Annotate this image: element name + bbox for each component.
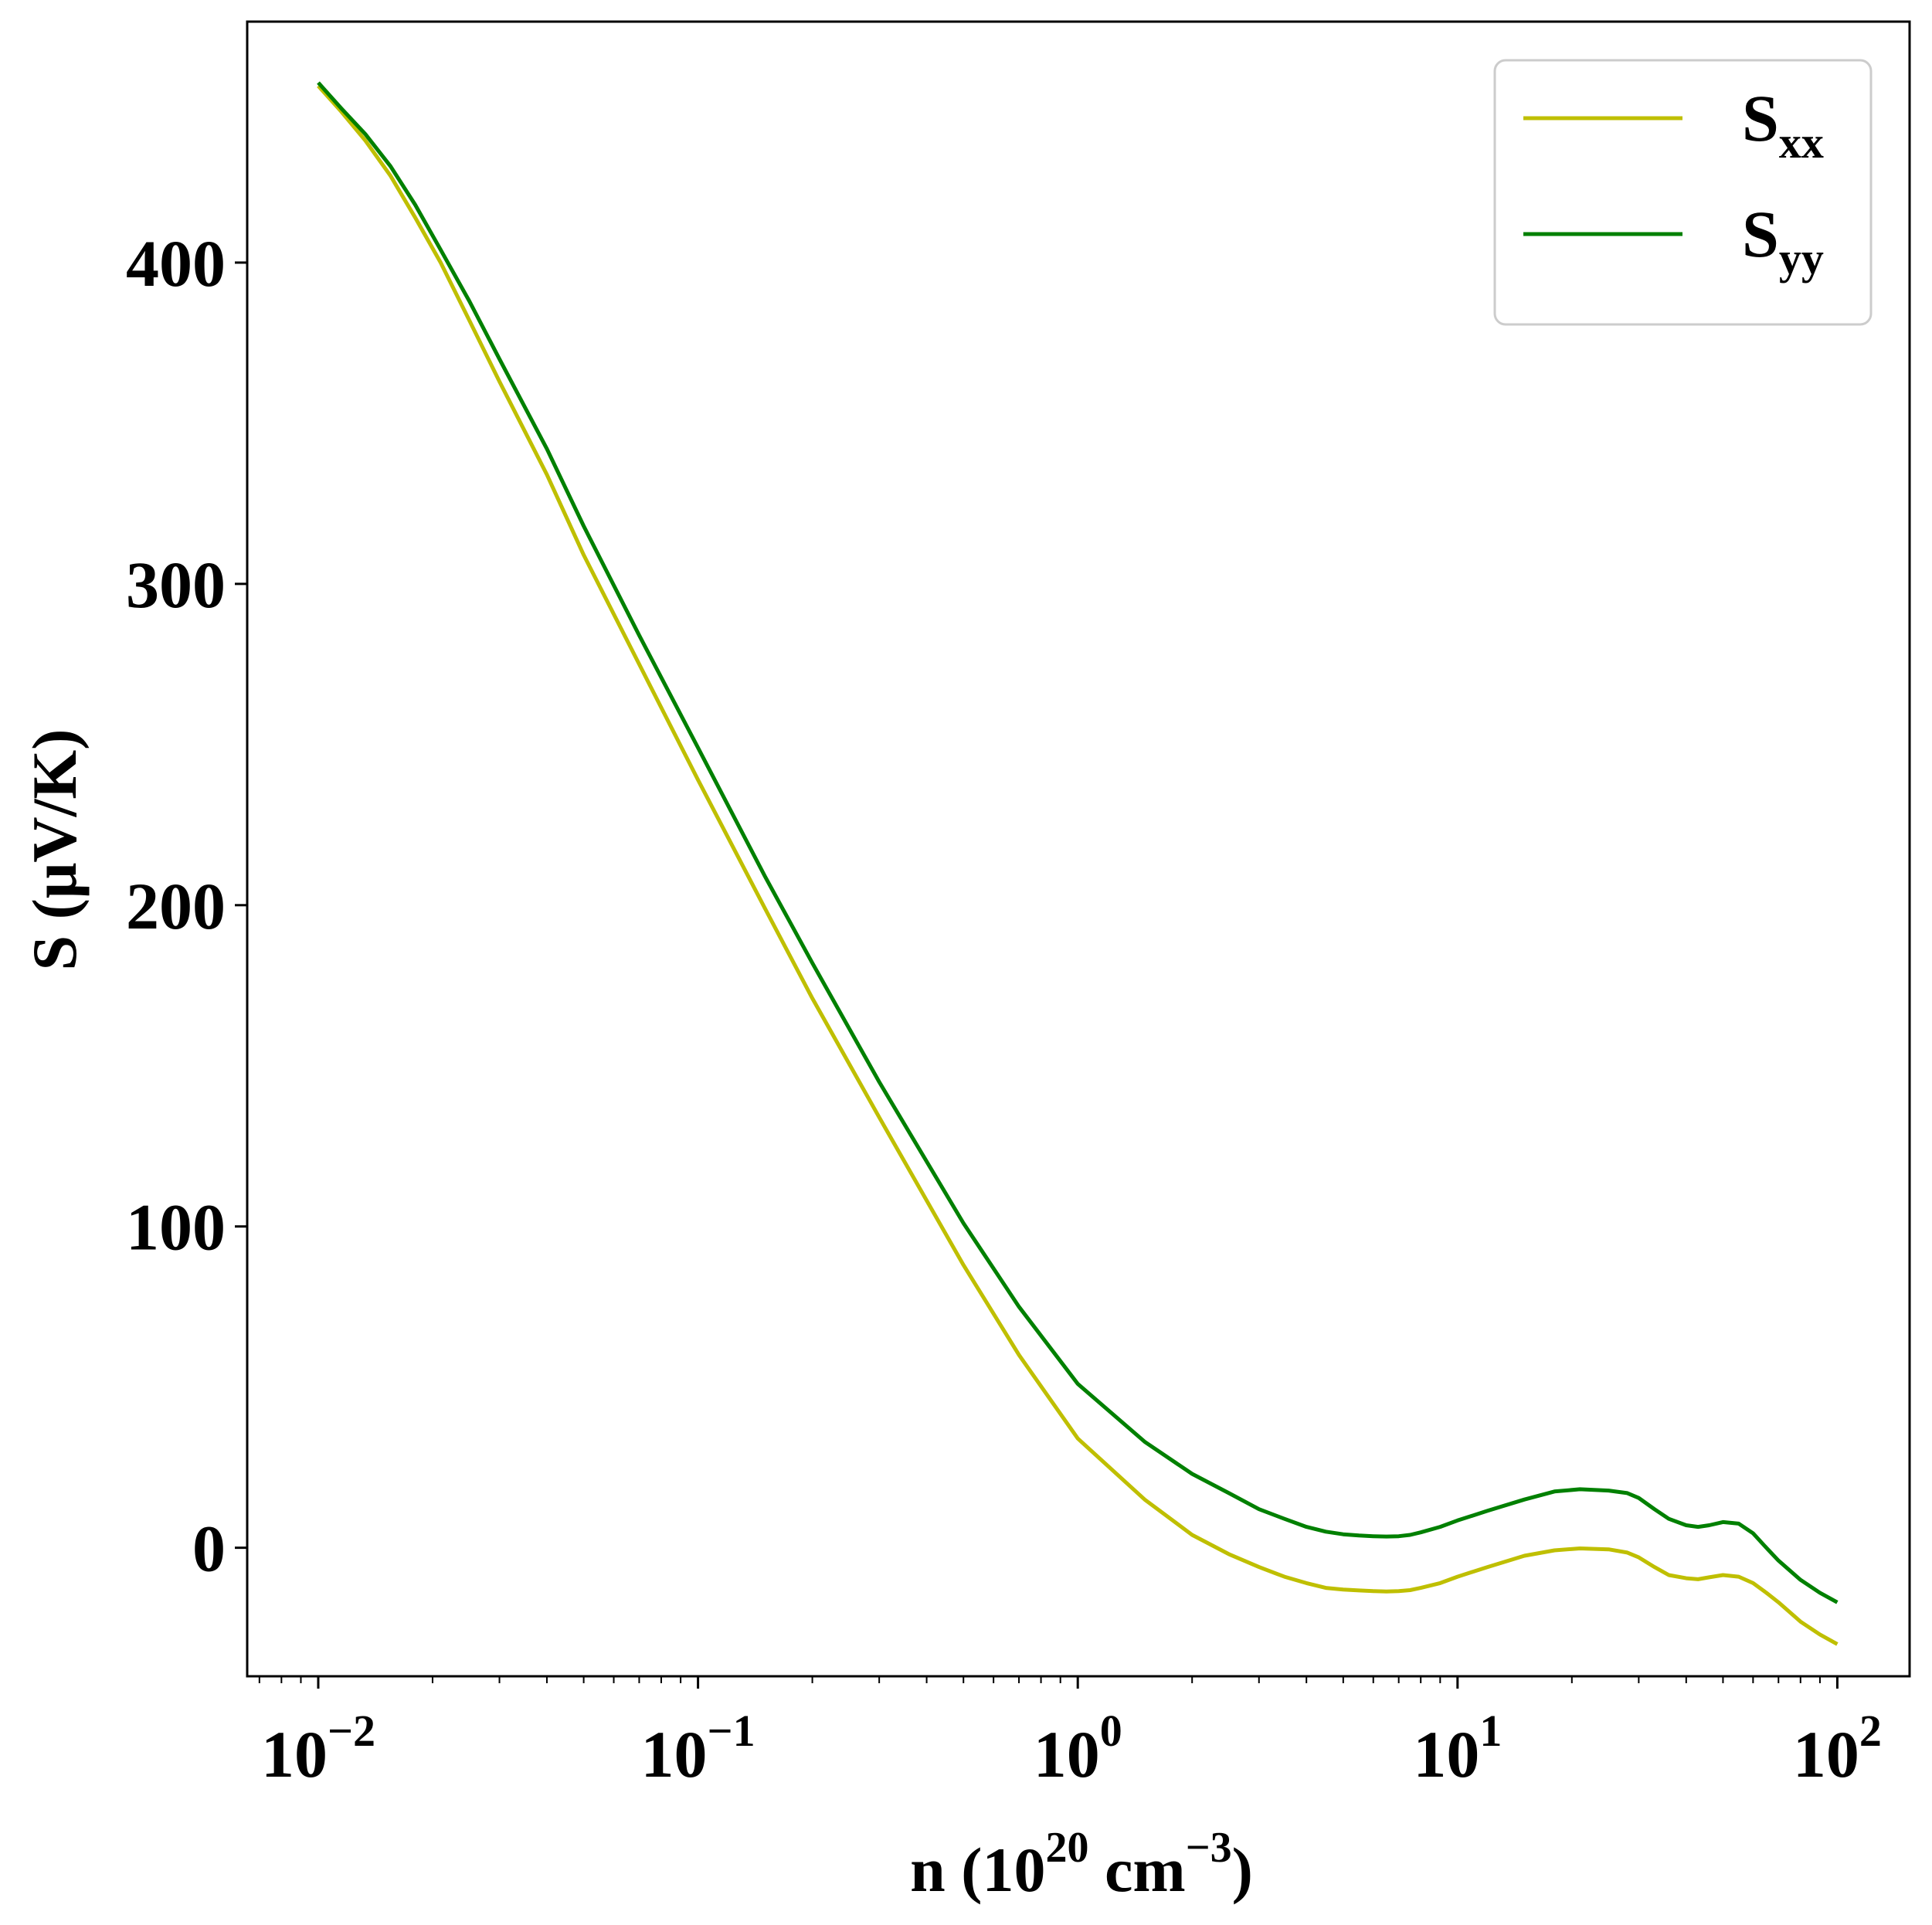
y-axis-label: S (μV/K) bbox=[19, 729, 90, 971]
x-tick-label-exp: 2 bbox=[1859, 1706, 1882, 1756]
y-tick-label: 300 bbox=[126, 548, 226, 622]
series-layer bbox=[317, 81, 1839, 1646]
x-axis-label-mid: cm bbox=[1088, 1835, 1185, 1905]
x-tick-label-exp: 0 bbox=[1100, 1706, 1122, 1756]
x-tick-label: 101 bbox=[1413, 1706, 1502, 1791]
series-line-syy bbox=[317, 81, 1839, 1604]
x-axis-label-end: ) bbox=[1232, 1835, 1253, 1905]
x-tick-label-base: 10 bbox=[1034, 1717, 1100, 1791]
x-tick-label: 10−2 bbox=[261, 1706, 375, 1791]
x-axis-ticks: 10−2 10−1 100 101 102 bbox=[258, 1676, 1882, 1791]
legend: Sxx Syy bbox=[1493, 59, 1873, 326]
x-axis-label-exp2: −3 bbox=[1186, 1824, 1232, 1872]
x-tick-label-base: 10 bbox=[1793, 1717, 1859, 1791]
x-tick-label-base: 10 bbox=[1413, 1717, 1479, 1791]
y-tick-label: 400 bbox=[126, 226, 226, 300]
x-tick-label-exp: −2 bbox=[328, 1706, 375, 1756]
x-tick-label: 100 bbox=[1034, 1706, 1122, 1791]
x-axis-label-exp1: 20 bbox=[1045, 1824, 1088, 1872]
legend-box bbox=[1493, 59, 1873, 326]
y-tick-label: 0 bbox=[192, 1512, 226, 1586]
x-tick-label: 102 bbox=[1793, 1706, 1882, 1791]
x-tick-label-base: 10 bbox=[261, 1717, 328, 1791]
y-tick-label: 200 bbox=[126, 869, 226, 943]
x-axis-label: n (1020 cm−3) bbox=[910, 1824, 1253, 1905]
legend-label-syy: Syy bbox=[1742, 197, 1824, 283]
legend-label-sxx-name: S bbox=[1742, 81, 1779, 155]
legend-label-syy-sub: yy bbox=[1779, 233, 1824, 283]
x-tick-label-exp: −1 bbox=[708, 1706, 755, 1756]
x-axis-label-base: n (10 bbox=[910, 1835, 1045, 1905]
y-axis-ticks: 0 100 200 300 400 bbox=[126, 226, 247, 1586]
x-tick-label-exp: 1 bbox=[1479, 1706, 1502, 1756]
series-line-sxx bbox=[317, 84, 1839, 1646]
legend-label-sxx: Sxx bbox=[1742, 81, 1824, 168]
legend-label-sxx-sub: xx bbox=[1779, 117, 1824, 168]
x-tick-label: 10−1 bbox=[641, 1706, 755, 1791]
y-tick-label: 100 bbox=[126, 1190, 226, 1265]
x-tick-label-base: 10 bbox=[641, 1717, 708, 1791]
legend-label-syy-name: S bbox=[1742, 197, 1779, 271]
